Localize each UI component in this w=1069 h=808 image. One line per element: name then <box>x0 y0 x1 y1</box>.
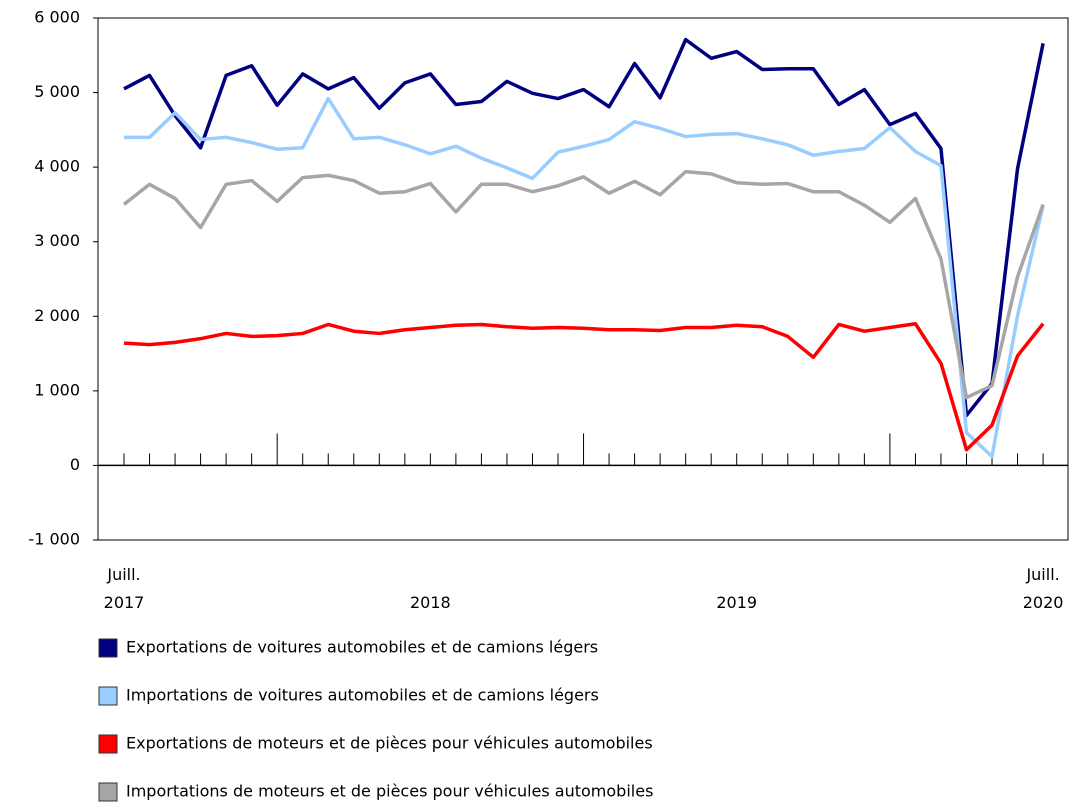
x-tick-label-line: Juill. <box>1025 565 1059 584</box>
y-tick-label: -1 000 <box>28 530 80 549</box>
plot-frame <box>97 17 1069 541</box>
y-tick-label: 0 <box>70 455 80 474</box>
series-line <box>122 169 1045 400</box>
legend-label: Importations de moteurs et de pièces pou… <box>126 782 653 801</box>
x-tick-label-line: Juill. <box>106 565 140 584</box>
legend-label: Exportations de voitures automobiles et … <box>126 638 598 657</box>
x-tick-label-line: 2020 <box>1023 593 1064 612</box>
series-line <box>124 96 1045 459</box>
y-tick-label: 4 000 <box>34 157 80 176</box>
x-tick-label-line: 2018 <box>410 593 451 612</box>
series-line <box>123 321 1045 452</box>
x-tick-label: Juill. 2017 <box>104 565 145 612</box>
legend-swatch <box>98 686 118 706</box>
legend-swatch <box>98 782 118 802</box>
legend-label: Exportations de moteurs et de pièces pou… <box>126 734 653 753</box>
y-tick-label: 5 000 <box>34 82 80 101</box>
x-tick-label: Juill. 2020 <box>1023 565 1064 612</box>
legend-label: Importations de voitures automobiles et … <box>126 686 599 705</box>
x-tick-label-line: 2017 <box>104 593 145 612</box>
x-tick-label-line: 2019 <box>716 593 757 612</box>
y-tick-label: 2 000 <box>34 306 80 325</box>
y-tick-label: 1 000 <box>34 380 80 399</box>
x-tick-label: 2019 <box>716 593 757 612</box>
legend-swatch <box>98 734 118 754</box>
y-tick-label: 3 000 <box>34 231 80 250</box>
series-line <box>123 37 1045 418</box>
x-tick-label: 2018 <box>410 593 451 612</box>
legend-swatch <box>98 638 118 658</box>
y-tick-label: 6 000 <box>34 8 80 27</box>
